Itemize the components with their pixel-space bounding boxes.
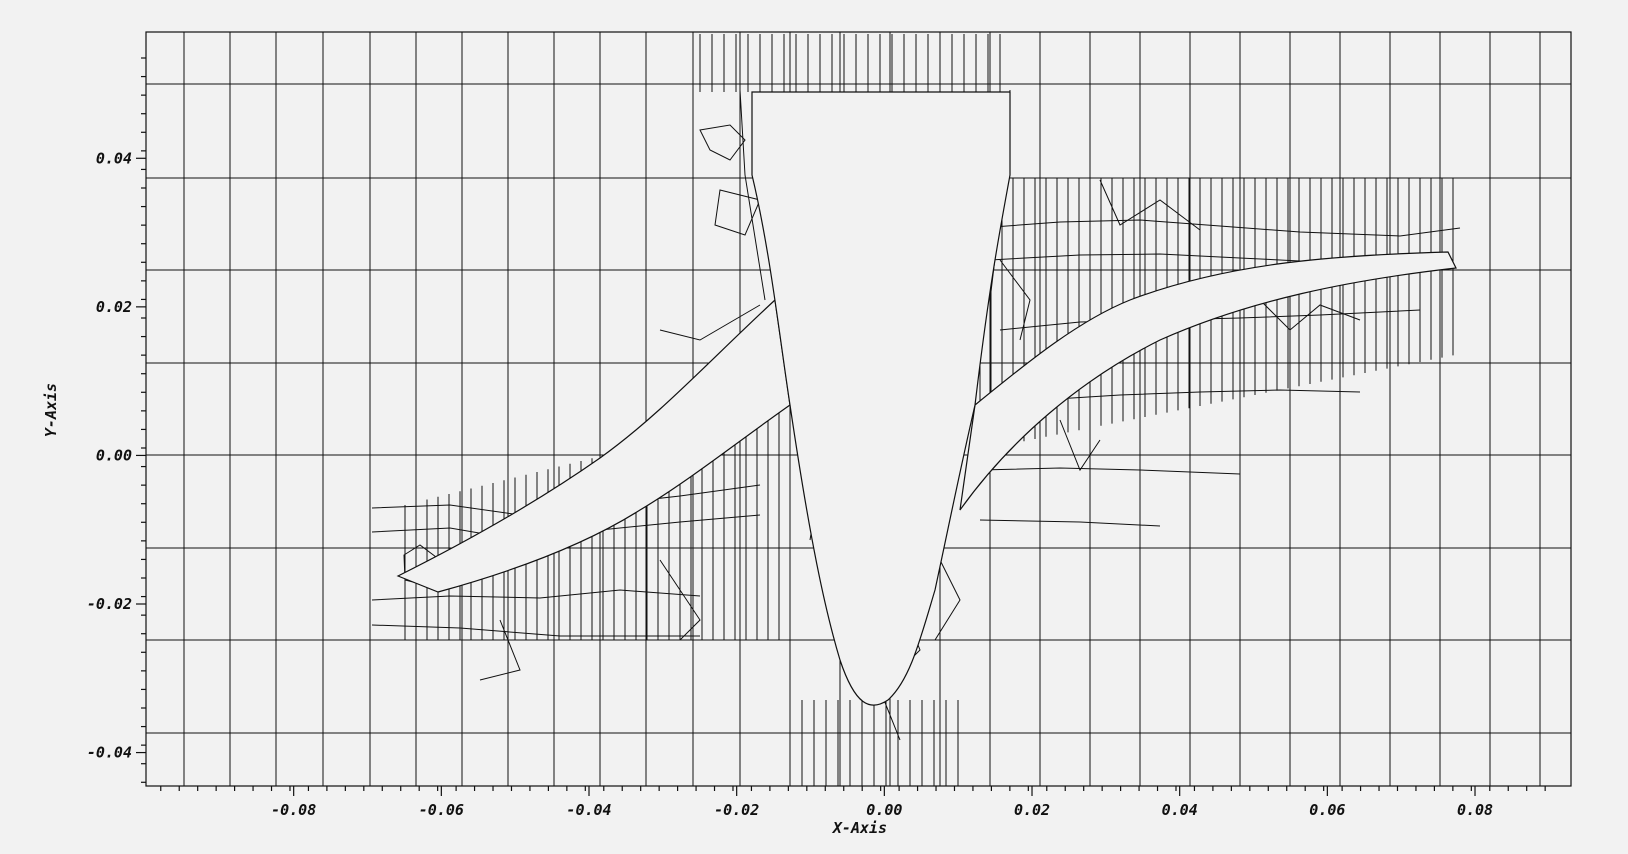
mesh-line	[979, 467, 1241, 475]
mesh-line	[739, 89, 766, 301]
right-blade-cutout	[959, 251, 1457, 511]
x-tick-label: 0.00	[866, 801, 902, 819]
plot-frame	[145, 31, 1572, 787]
x-tick-label: 0.02	[1014, 801, 1050, 819]
x-tick-label: 0.08	[1457, 801, 1493, 819]
x-axis-ticks	[160, 786, 1546, 796]
y-tick-label: -0.04	[87, 744, 132, 762]
mesh-line	[479, 619, 521, 681]
mesh-line	[1039, 389, 1361, 401]
y-tick-labels: -0.04 -0.02 0.00 0.02 0.04	[87, 149, 132, 761]
y-tick-label: 0.00	[96, 446, 132, 464]
mesh-line	[999, 259, 1031, 341]
mesh-line	[1099, 179, 1201, 231]
mesh-line	[979, 519, 1161, 527]
x-tick-label: 0.06	[1309, 801, 1345, 819]
mesh-line	[1259, 299, 1361, 331]
geometry-cutouts	[396, 91, 1457, 706]
mesh-line	[1059, 419, 1101, 472]
mesh-line	[934, 559, 961, 641]
mesh-line	[699, 124, 746, 161]
y-tick-label: 0.04	[96, 149, 132, 167]
y-axis-ticks	[136, 57, 146, 783]
y-tick-label: 0.02	[96, 298, 132, 316]
x-tick-label: 0.04	[1162, 801, 1198, 819]
mesh-line	[659, 304, 761, 341]
x-tick-labels: -0.08 -0.06 -0.04 -0.02 0.00 0.02 0.04 0.06 0.08	[271, 801, 1493, 819]
center-stem-cutout	[751, 91, 1011, 706]
y-axis-title: Y-Axis	[42, 383, 60, 437]
mesh-line	[979, 219, 1461, 237]
x-axis-title: X-Axis	[831, 819, 887, 837]
x-tick-label: -0.06	[419, 801, 464, 819]
mesh-line	[659, 559, 701, 641]
mesh-line	[371, 624, 700, 637]
x-tick-label: -0.02	[714, 801, 759, 819]
mesh-line	[714, 189, 761, 236]
x-tick-label: -0.08	[271, 801, 316, 819]
x-tick-label: -0.04	[566, 801, 611, 819]
mesh-line	[371, 589, 701, 601]
y-tick-label: -0.02	[87, 595, 132, 613]
